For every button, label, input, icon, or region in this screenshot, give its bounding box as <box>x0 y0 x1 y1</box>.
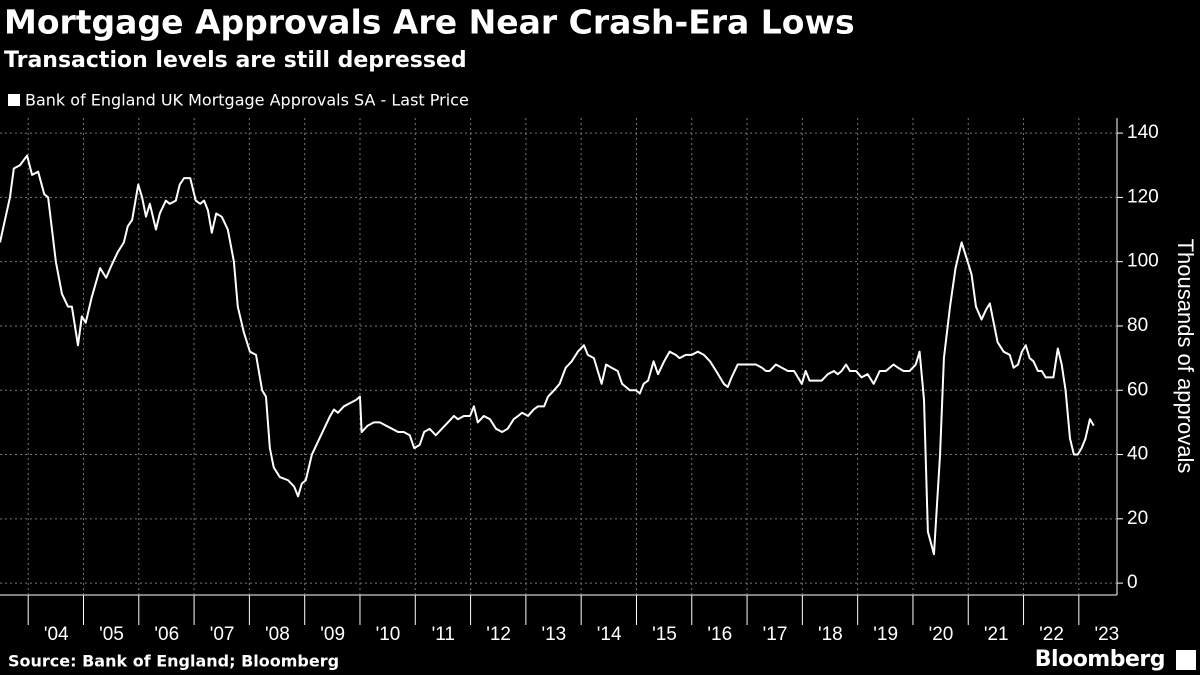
x-tick-label: '20 <box>929 624 954 645</box>
x-tick-label: '10 <box>376 624 401 645</box>
y-tick-label: 120 <box>1127 186 1159 207</box>
x-tick-label: '09 <box>320 624 345 645</box>
x-tick-label: '12 <box>486 624 511 645</box>
chart-subtitle: Transaction levels are still depressed <box>4 48 467 73</box>
brand: Bloomberg <box>1035 647 1165 672</box>
legend-label: Bank of England UK Mortgage Approvals SA… <box>25 91 469 110</box>
x-tick-label: '08 <box>265 624 290 645</box>
x-tick-label: '23 <box>1094 624 1119 645</box>
y-tick-label: 100 <box>1127 251 1159 272</box>
x-tick-label: '22 <box>1039 624 1064 645</box>
source-note: Source: Bank of England; Bloomberg <box>8 652 339 671</box>
x-tick-label: '16 <box>707 624 732 645</box>
x-tick-label: '14 <box>597 624 622 645</box>
x-tick-label: '07 <box>210 624 235 645</box>
x-tick-label: '04 <box>44 624 69 645</box>
data-line <box>0 154 1095 556</box>
y-tick-label: 0 <box>1127 572 1138 593</box>
y-axis-label: Thousands of approvals <box>1173 239 1198 474</box>
x-tick-label: '11 <box>432 624 455 645</box>
x-tick-label: '05 <box>99 624 124 645</box>
y-tick-label: 80 <box>1127 315 1148 336</box>
x-tick-label: '17 <box>763 624 788 645</box>
y-tick-label: 20 <box>1127 508 1148 529</box>
brand-icon <box>1176 650 1196 670</box>
chart-title: Mortgage Approvals Are Near Crash-Era Lo… <box>4 3 855 42</box>
y-tick-label: 40 <box>1127 444 1148 465</box>
x-tick-label: '06 <box>154 624 179 645</box>
x-tick-label: '13 <box>541 624 566 645</box>
legend-swatch <box>8 94 20 106</box>
x-tick-label: '21 <box>984 624 1009 645</box>
y-tick-label: 60 <box>1127 379 1148 400</box>
x-tick-label: '19 <box>873 624 898 645</box>
y-tick-label: 140 <box>1127 122 1159 143</box>
x-tick-label: '15 <box>652 624 677 645</box>
x-tick-label: '18 <box>818 624 843 645</box>
